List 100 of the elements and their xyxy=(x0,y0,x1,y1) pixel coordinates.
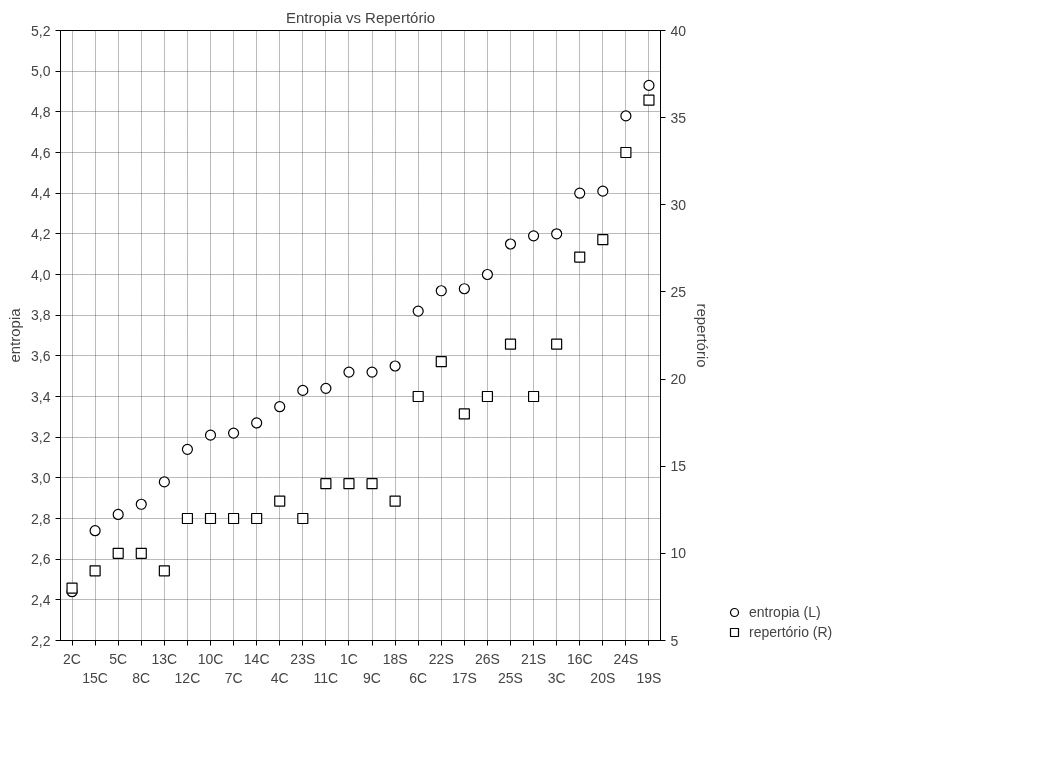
point xyxy=(643,79,655,91)
point xyxy=(366,366,378,378)
point xyxy=(274,401,286,413)
x-tick-label: 22S xyxy=(428,650,454,667)
x-tick-label: 18S xyxy=(382,650,408,667)
legend-label: entropia (L) xyxy=(749,604,821,620)
point xyxy=(204,429,217,441)
point xyxy=(297,384,309,396)
y-tick-label: 4,0 xyxy=(31,266,51,283)
y-tick-label: 4,6 xyxy=(31,144,51,161)
x-tick-label: 8C xyxy=(132,669,151,686)
y2-axis-title: repertório xyxy=(694,303,712,368)
point xyxy=(366,478,378,490)
y-axis-title: entropia xyxy=(6,307,24,363)
x-tick-label: 12C xyxy=(174,669,201,686)
y2-tick-label: 25 xyxy=(670,283,687,300)
point xyxy=(597,234,609,246)
point xyxy=(620,146,632,159)
x-tick-label: 11C xyxy=(313,669,339,686)
point xyxy=(158,565,170,577)
point xyxy=(320,478,332,490)
y-tick-label: 5,2 xyxy=(31,22,51,39)
y-tick-label: 4,2 xyxy=(31,225,51,242)
point xyxy=(574,251,586,263)
point xyxy=(320,382,332,394)
y-tick-label: 2,2 xyxy=(31,632,51,649)
point xyxy=(527,230,540,242)
point xyxy=(135,547,147,559)
point xyxy=(66,582,78,594)
point xyxy=(527,390,540,403)
point xyxy=(389,495,401,507)
y-tick-label: 2,8 xyxy=(31,510,51,527)
point xyxy=(504,238,517,250)
x-tick-label: 4C xyxy=(270,669,289,686)
x-tick-label: 3C xyxy=(547,669,566,686)
y2-tick-label: 35 xyxy=(670,109,687,126)
point xyxy=(643,94,655,106)
point xyxy=(135,498,147,510)
point xyxy=(251,417,263,429)
chart-title: Entropia vs Repertório xyxy=(285,8,436,26)
point xyxy=(112,508,124,521)
point xyxy=(574,187,586,199)
point xyxy=(458,408,470,420)
x-tick-label: 17S xyxy=(451,669,477,686)
point xyxy=(274,495,286,507)
x-tick-label: 21S xyxy=(521,650,547,667)
x-tick-label: 19S xyxy=(636,669,662,686)
x-tick-label: 26S xyxy=(474,650,500,667)
point xyxy=(620,110,632,122)
point xyxy=(112,547,124,559)
point xyxy=(204,512,217,525)
x-tick-label: 14C xyxy=(243,650,270,667)
point xyxy=(504,338,517,350)
point xyxy=(343,366,355,378)
point xyxy=(597,185,609,197)
x-tick-label: 9C xyxy=(363,669,381,686)
legend-label: repertório (R) xyxy=(749,624,833,640)
point xyxy=(89,525,101,537)
y-tick-label: 2,6 xyxy=(31,551,51,568)
point xyxy=(551,228,563,240)
y-tick-label: 3,6 xyxy=(31,347,51,364)
point xyxy=(435,285,447,297)
point xyxy=(458,283,470,295)
x-tick-label: 7C xyxy=(224,669,243,686)
point xyxy=(389,360,401,372)
x-tick-label: 25S xyxy=(498,669,523,686)
point xyxy=(551,338,563,350)
y-tick-label: 4,8 xyxy=(31,103,51,120)
y-tick-label: 3,2 xyxy=(31,429,51,446)
y2-tick-label: 20 xyxy=(670,371,687,388)
x-tick-label: 16C xyxy=(566,650,593,667)
point xyxy=(343,478,355,490)
point xyxy=(481,268,494,281)
point xyxy=(297,512,309,525)
y-tick-label: 3,4 xyxy=(31,388,51,405)
x-tick-label: 23S xyxy=(290,650,316,667)
point xyxy=(412,390,424,403)
y2-tick-label: 15 xyxy=(670,458,687,475)
point xyxy=(481,390,494,403)
y2-tick-label: 30 xyxy=(670,196,687,213)
x-tick-label: 10C xyxy=(197,650,224,667)
point xyxy=(158,476,170,488)
point xyxy=(227,427,240,439)
y2-tick-label: 5 xyxy=(670,632,679,649)
point xyxy=(227,512,240,525)
x-tick-label: 1C xyxy=(340,650,358,667)
y-tick-label: 3,8 xyxy=(31,307,51,324)
x-tick-label: 2C xyxy=(63,650,81,667)
point xyxy=(89,565,101,577)
point xyxy=(181,443,194,455)
y2-tick-label: 10 xyxy=(670,545,687,562)
x-tick-label: 15C xyxy=(82,669,108,686)
x-tick-label: 5C xyxy=(109,650,128,667)
y2-tick-label: 40 xyxy=(670,22,687,39)
y-tick-label: 3,0 xyxy=(31,469,51,486)
x-tick-label: 6C xyxy=(409,669,428,686)
x-tick-label: 24S xyxy=(613,650,639,667)
point xyxy=(412,305,424,317)
point xyxy=(181,512,194,525)
y-tick-label: 5,0 xyxy=(31,63,51,80)
